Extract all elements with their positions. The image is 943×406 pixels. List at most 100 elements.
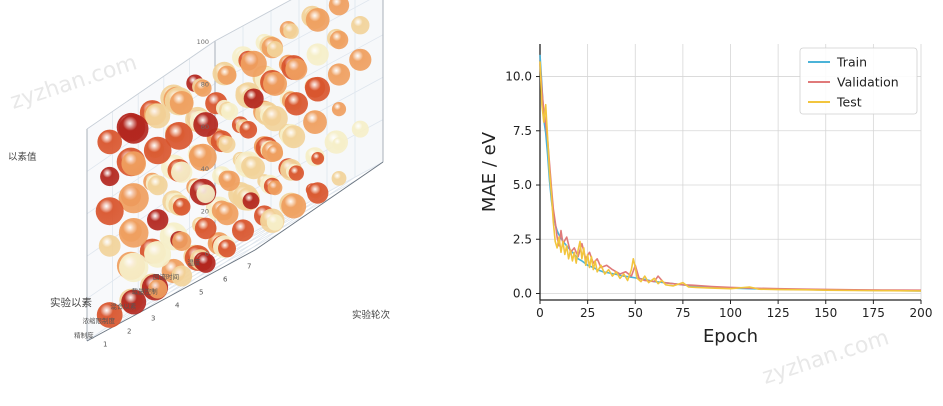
x-tick-label: 5 bbox=[199, 289, 203, 297]
y-category-label: 混合以素 bbox=[110, 301, 137, 310]
bubble-point bbox=[267, 180, 283, 196]
bubble-point bbox=[242, 156, 266, 180]
bubble-point bbox=[266, 145, 284, 162]
x-axis-label: 实验轮次 bbox=[352, 309, 391, 321]
x-tick-label: 100 bbox=[719, 306, 742, 320]
bubble-point bbox=[243, 88, 264, 109]
x-tick-label: 25 bbox=[580, 306, 595, 320]
bubble-point bbox=[118, 114, 149, 144]
bubble-point bbox=[144, 241, 172, 268]
bubble-point bbox=[288, 165, 304, 181]
bubble-point bbox=[219, 170, 240, 191]
z-tick-label: 20 bbox=[201, 208, 209, 216]
bubble-point bbox=[148, 279, 168, 299]
bubble-point bbox=[121, 151, 146, 176]
bubble-point bbox=[232, 219, 254, 242]
bubble-point bbox=[171, 265, 193, 287]
y-tick-label: 2.5 bbox=[513, 232, 532, 246]
bubble-point bbox=[118, 218, 149, 248]
bubble-point bbox=[281, 193, 307, 219]
bubble-point bbox=[172, 231, 192, 251]
bubble-point bbox=[307, 182, 329, 204]
bubble-point bbox=[96, 302, 123, 328]
y-category-label: 精制度 bbox=[74, 331, 94, 340]
bubble-point bbox=[327, 63, 351, 86]
x-tick-label: 4 bbox=[175, 302, 180, 310]
y-axis-label: 实验以素 bbox=[50, 296, 92, 309]
x-axis-label: Epoch bbox=[703, 326, 758, 347]
bubble-point bbox=[240, 50, 267, 77]
bubble-point bbox=[303, 110, 327, 134]
bubble-point bbox=[311, 152, 325, 165]
bubble-point bbox=[165, 121, 193, 150]
bubble-point bbox=[282, 125, 306, 149]
bubble-point bbox=[349, 48, 372, 71]
x-tick-label: 50 bbox=[628, 306, 643, 320]
bubble-point bbox=[97, 129, 122, 155]
bubble-point bbox=[242, 192, 260, 210]
bubble-point bbox=[121, 289, 147, 315]
x-tick-label: 75 bbox=[675, 306, 690, 320]
grid-line bbox=[86, 83, 216, 172]
bubble-chart-panel: 0 20 40 60 80 100 1 2 3 4 5 6 7 温度 回流时间 载量控制 混合以素 浓缩限制度 精制… bbox=[0, 0, 460, 402]
bubble-point bbox=[95, 197, 124, 226]
bubble-point bbox=[239, 121, 258, 139]
bubble-point bbox=[263, 71, 287, 96]
grid-line bbox=[226, 176, 356, 266]
bubble-point bbox=[147, 209, 169, 231]
x-tick-label: 200 bbox=[910, 306, 933, 320]
x-tick-label: 150 bbox=[814, 306, 837, 320]
bubbles bbox=[95, 0, 372, 328]
bubble-point bbox=[194, 217, 217, 240]
bubble-point bbox=[189, 143, 217, 172]
x-tick-label: 125 bbox=[767, 306, 790, 320]
bubble-point bbox=[306, 43, 329, 66]
x-tick-label: 175 bbox=[862, 306, 885, 320]
bubble-point bbox=[331, 171, 347, 186]
y-axis-label: MAE / eV bbox=[479, 131, 500, 212]
y-category-label: 载量控制 bbox=[132, 287, 159, 296]
bubble-point bbox=[218, 239, 236, 258]
z-tick-label: 80 bbox=[201, 80, 209, 88]
bubble-point bbox=[171, 161, 193, 183]
bubble-point bbox=[284, 92, 308, 116]
bubble-point bbox=[147, 175, 168, 196]
bubble-point bbox=[266, 41, 284, 58]
z-tick-label: 100 bbox=[197, 38, 209, 46]
series-line-test bbox=[539, 61, 922, 292]
x-tick-label: 0 bbox=[536, 306, 544, 320]
z-tick-label: 40 bbox=[201, 165, 209, 173]
bubble-point bbox=[217, 65, 237, 85]
bubble-point bbox=[119, 252, 149, 283]
y-category-label: 回流时间 bbox=[153, 272, 179, 281]
bubble-point bbox=[143, 136, 172, 165]
bubble-point bbox=[194, 79, 212, 97]
z-tick-label: 60 bbox=[201, 123, 209, 131]
bubble-point bbox=[193, 112, 219, 137]
legend-label: Train bbox=[836, 55, 867, 70]
bubble-chart-svg: 0 20 40 60 80 100 1 2 3 4 5 6 7 温度回流时间载量控制混合以素浓缩限制度精制… bbox=[8, 0, 391, 349]
y-tick-label: 7.5 bbox=[513, 124, 532, 138]
y-category-label: 温度 bbox=[187, 257, 201, 266]
bubble-point bbox=[305, 8, 330, 32]
x-tick-label: 7 bbox=[247, 263, 251, 271]
bubble-point bbox=[351, 120, 369, 138]
bubble-point bbox=[172, 198, 191, 216]
y-category-label: 浓缩限制度 bbox=[83, 316, 116, 325]
legend-label: Validation bbox=[837, 75, 899, 90]
legend-box bbox=[799, 47, 918, 115]
bubble-point bbox=[331, 102, 347, 117]
axis-edge bbox=[214, 0, 292, 42]
bubble-point bbox=[283, 23, 299, 39]
bubble-point bbox=[305, 76, 331, 102]
bubble-point bbox=[332, 137, 346, 151]
bubble-point bbox=[169, 91, 194, 115]
legend-label: Test bbox=[836, 95, 862, 110]
series-line-validation bbox=[539, 63, 922, 291]
y-tick-label: 10.0 bbox=[505, 70, 532, 84]
bubble-point bbox=[328, 0, 350, 16]
bubble-point bbox=[262, 105, 288, 132]
bubble-point bbox=[285, 58, 308, 81]
x-tick-label: 2 bbox=[127, 328, 131, 336]
bubble-point bbox=[218, 136, 236, 153]
